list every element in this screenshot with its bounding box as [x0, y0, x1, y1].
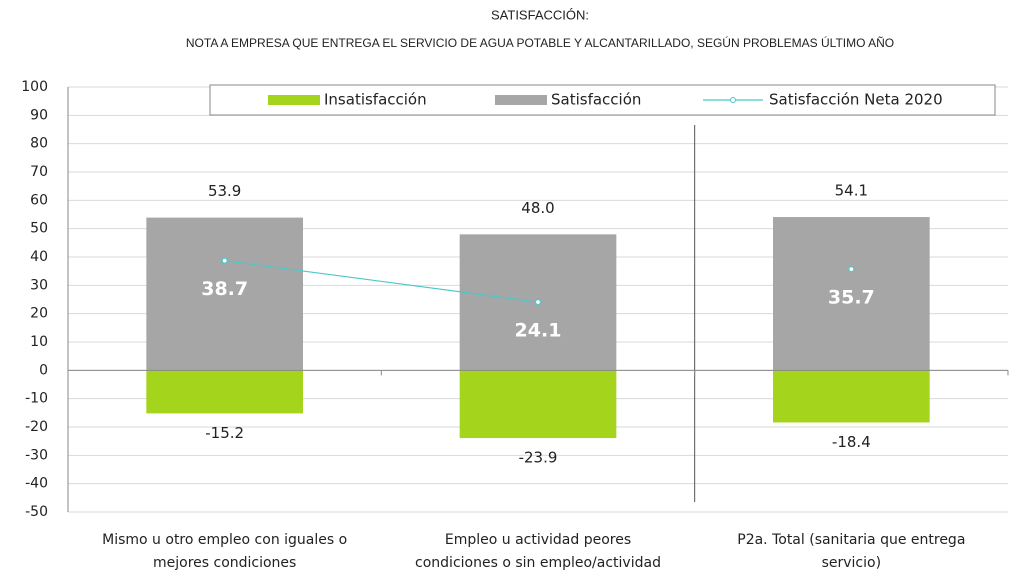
x-tick-label: Empleo u actividad peores — [445, 532, 631, 548]
data-label: 53.9 — [208, 182, 241, 200]
data-label: -15.2 — [205, 424, 244, 442]
y-tick-label: 60 — [30, 192, 48, 208]
data-label: 24.1 — [515, 320, 562, 342]
y-tick-label: -40 — [25, 476, 48, 492]
bar — [459, 370, 617, 439]
y-tick-label: -30 — [25, 447, 48, 463]
data-label: 38.7 — [201, 278, 248, 300]
x-tick-label: Mismo u otro empleo con iguales o — [102, 532, 347, 548]
y-tick-label: -20 — [25, 419, 48, 435]
x-tick-label: mejores condiciones — [153, 555, 296, 571]
marker — [221, 257, 228, 264]
y-tick-label: 80 — [30, 136, 48, 152]
y-tick-label: 20 — [30, 306, 48, 322]
chart-title: SATISFACCIÓN: — [491, 7, 589, 22]
bar — [146, 217, 303, 371]
bar — [773, 217, 930, 371]
legend-swatch — [495, 95, 547, 105]
legend-label: Satisfacción — [551, 91, 641, 109]
legend-box — [209, 84, 996, 116]
chart-subtitle: NOTA A EMPRESA QUE ENTREGA EL SERVICIO D… — [186, 35, 894, 50]
y-tick-label: 0 — [39, 362, 48, 378]
y-tick-label: -10 — [25, 391, 48, 407]
y-tick-label: -50 — [25, 504, 48, 520]
y-tick-label: 90 — [30, 107, 48, 123]
marker — [534, 298, 542, 306]
bar — [773, 370, 930, 423]
data-label: 35.7 — [828, 287, 875, 309]
legend-label: Insatisfacción — [324, 91, 427, 109]
legend-swatch — [268, 95, 320, 105]
data-label: 48.0 — [521, 199, 554, 217]
x-tick-label: P2a. Total (sanitaria que entrega — [737, 532, 965, 548]
x-tick-label: servicio) — [822, 555, 881, 571]
data-label: -23.9 — [519, 449, 558, 467]
y-tick-label: 40 — [30, 249, 48, 265]
marker — [848, 266, 855, 273]
y-tick-label: 10 — [30, 334, 48, 350]
legend-swatch — [730, 97, 736, 103]
y-tick-label: 100 — [21, 79, 48, 95]
y-tick-label: 30 — [30, 277, 48, 293]
bar — [146, 370, 303, 414]
legend-label: Satisfacción Neta 2020 — [769, 91, 943, 109]
y-tick-label: 50 — [30, 221, 48, 237]
data-label: -18.4 — [832, 433, 871, 451]
data-label: 54.1 — [835, 182, 868, 200]
y-tick-label: 70 — [30, 164, 48, 180]
x-tick-label: condiciones o sin empleo/actividad — [415, 555, 661, 571]
